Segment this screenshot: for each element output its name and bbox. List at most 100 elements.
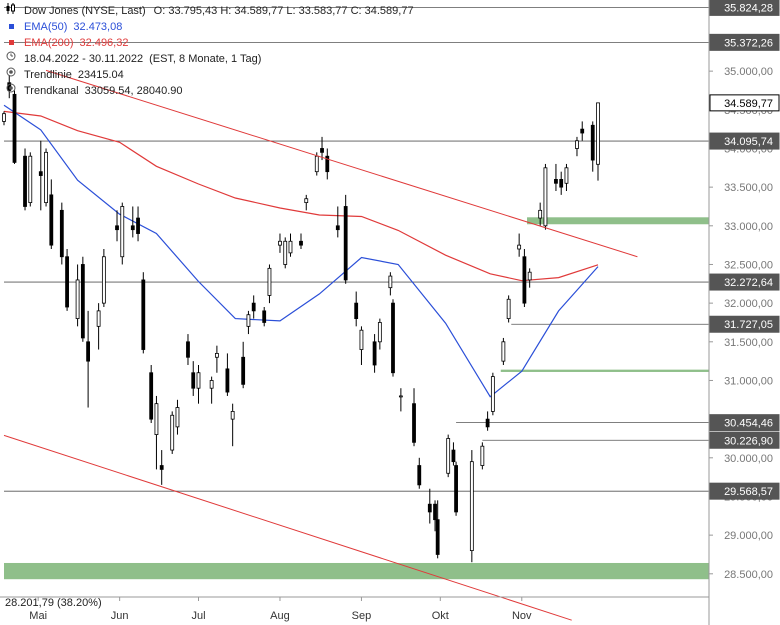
- candle-body[interactable]: [427, 503, 432, 513]
- candle-body[interactable]: [141, 279, 146, 350]
- candle-body[interactable]: [388, 275, 393, 289]
- candle-body[interactable]: [433, 503, 437, 521]
- candle-body[interactable]: [596, 102, 600, 165]
- candle-body[interactable]: [417, 465, 422, 486]
- legend-trendline[interactable]: Trendlinie 23415.04: [4, 67, 414, 83]
- candle-body[interactable]: [391, 302, 395, 374]
- candle-body[interactable]: [149, 372, 154, 420]
- candle-body[interactable]: [12, 93, 17, 163]
- candle-body[interactable]: [65, 256, 69, 308]
- candle-body[interactable]: [44, 151, 48, 204]
- level-label-box: [709, 132, 780, 150]
- candle-body[interactable]: [209, 380, 214, 389]
- trendline-value: 23415.04: [77, 69, 124, 81]
- candle-body[interactable]: [517, 244, 522, 250]
- candle-body[interactable]: [454, 465, 458, 513]
- candle-body[interactable]: [559, 179, 564, 188]
- candle-body[interactable]: [590, 124, 595, 161]
- candle-body[interactable]: [2, 113, 6, 122]
- trendkanal-label: Trendkanal: [24, 85, 79, 97]
- candle-body[interactable]: [278, 240, 282, 246]
- level-label-box: [709, 315, 780, 333]
- level-label-box: [709, 0, 780, 16]
- candle-body[interactable]: [372, 341, 377, 366]
- candle-body[interactable]: [320, 148, 324, 153]
- candle-body[interactable]: [304, 198, 309, 204]
- support-zone: [527, 217, 709, 225]
- y-tick-label: 33.000,00: [724, 221, 773, 233]
- candle-body[interactable]: [299, 240, 303, 246]
- candle-body[interactable]: [120, 206, 125, 258]
- candle-body[interactable]: [75, 279, 80, 320]
- candle-body[interactable]: [96, 310, 101, 327]
- candle-body[interactable]: [469, 461, 474, 552]
- candle-body[interactable]: [80, 264, 85, 339]
- candle-body[interactable]: [251, 302, 256, 312]
- candle-body[interactable]: [267, 267, 272, 296]
- candle-body[interactable]: [501, 341, 506, 362]
- candle-body[interactable]: [564, 167, 569, 184]
- candle-body[interactable]: [175, 407, 180, 428]
- legend-trendkanal[interactable]: Trendkanal 33059.54, 28040.90: [4, 83, 414, 99]
- candle-body[interactable]: [490, 376, 495, 412]
- legend: Dow Jones (NYSE, Last) O: 33.795,43 H: 3…: [4, 2, 414, 99]
- candle-body[interactable]: [101, 256, 106, 304]
- candle-body[interactable]: [136, 217, 140, 234]
- candle-body[interactable]: [538, 209, 543, 219]
- candle-body[interactable]: [435, 519, 440, 555]
- date-range: 18.04.2022 - 30.11.2022: [24, 53, 144, 65]
- candle-body[interactable]: [214, 353, 219, 358]
- trendline[interactable]: [45, 69, 638, 258]
- candle-body[interactable]: [543, 167, 548, 227]
- candle-body[interactable]: [86, 341, 91, 362]
- candle-body[interactable]: [335, 225, 340, 231]
- trend-channel-line[interactable]: [3, 434, 572, 621]
- candle-body[interactable]: [451, 449, 456, 463]
- y-tick-label: 32.500,00: [724, 259, 773, 271]
- candle-body[interactable]: [288, 240, 293, 254]
- candle-body[interactable]: [154, 403, 159, 436]
- legend-ema50[interactable]: EMA(50) 32.473,08: [4, 19, 414, 35]
- candle-body[interactable]: [115, 225, 119, 231]
- candle-body[interactable]: [359, 329, 364, 350]
- candle-body[interactable]: [191, 372, 196, 389]
- candle-body[interactable]: [23, 155, 27, 207]
- candle-body[interactable]: [343, 206, 348, 281]
- candle-body[interactable]: [412, 403, 416, 443]
- ema200-value: 32.496,32: [79, 37, 129, 49]
- candle-body[interactable]: [398, 395, 403, 398]
- candle-body[interactable]: [283, 240, 288, 265]
- candle-body[interactable]: [506, 298, 511, 320]
- candle-body[interactable]: [485, 418, 490, 428]
- legend-ema200[interactable]: EMA(200) 32.496,32: [4, 35, 414, 51]
- candle-body[interactable]: [377, 322, 382, 343]
- candle-body[interactable]: [580, 128, 585, 134]
- candle-body[interactable]: [522, 256, 527, 304]
- candle-body[interactable]: [480, 445, 485, 466]
- candle-body[interactable]: [554, 179, 558, 184]
- candle-body[interactable]: [325, 155, 330, 173]
- candle-body[interactable]: [446, 438, 451, 474]
- y-tick-label: 35.000,00: [724, 66, 773, 78]
- candle-body[interactable]: [130, 225, 135, 231]
- candle-body[interactable]: [49, 194, 54, 246]
- candle-body[interactable]: [159, 465, 164, 470]
- candle-body[interactable]: [354, 302, 359, 320]
- candle-body[interactable]: [527, 271, 532, 281]
- candle-body[interactable]: [170, 414, 175, 451]
- candle-body[interactable]: [225, 368, 230, 393]
- candle-body[interactable]: [28, 155, 33, 204]
- candle-body[interactable]: [246, 314, 251, 327]
- candle-body[interactable]: [196, 372, 201, 389]
- level-label-box: [709, 482, 780, 500]
- candle-body[interactable]: [38, 171, 43, 176]
- candle-body[interactable]: [575, 140, 579, 149]
- candle-body[interactable]: [59, 209, 64, 258]
- candle-body[interactable]: [230, 411, 235, 420]
- candle-body[interactable]: [314, 155, 319, 173]
- candle-body[interactable]: [186, 341, 190, 358]
- candle-body[interactable]: [262, 310, 267, 323]
- candle-body[interactable]: [241, 356, 246, 385]
- level-label: 32.272,64: [724, 277, 773, 289]
